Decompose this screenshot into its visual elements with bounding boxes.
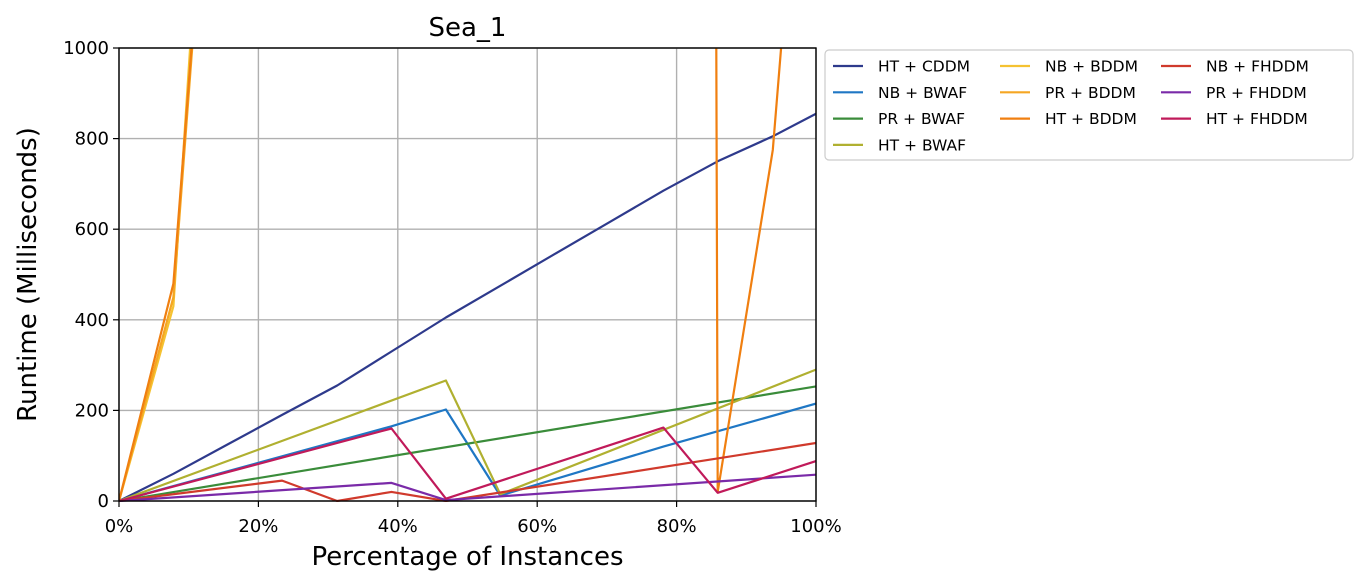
legend-label-pr-bwaf: PR + BWAF <box>878 110 965 128</box>
series-line-pr-bwaf <box>119 385 816 502</box>
series-line-nb-bwaf <box>119 402 816 502</box>
x-tick-label: 0% <box>105 516 134 537</box>
y-tick-label: 200 <box>75 400 109 421</box>
legend-label-ht-bwaf: HT + BWAF <box>878 136 966 154</box>
series-line-ht-cddm <box>119 112 816 502</box>
series-line-ht-bddm <box>119 47 783 502</box>
axis-ticks: 0% 20% 40% 60% 80% 100% 0 200 400 600 800 1000 <box>63 38 842 537</box>
y-tick-label: 600 <box>75 219 109 240</box>
y-tick-label: 800 <box>75 129 109 150</box>
series-line-nb-fhddm <box>119 441 816 502</box>
x-tick-label: 80% <box>657 516 697 537</box>
legend-label-ht-bddm: HT + BDDM <box>1045 110 1137 128</box>
plot-area <box>119 47 816 502</box>
series-line-pr-bddm <box>119 47 194 502</box>
series-line-pr-fhddm <box>119 473 816 502</box>
legend: HT + CDDM NB + BWAF PR + BWAF HT + BWAF NB +… <box>824 49 1354 161</box>
legend-label-pr-bddm: PR + BDDM <box>1045 84 1136 102</box>
legend-label-nb-bwaf: NB + BWAF <box>878 84 967 102</box>
y-tick-label: 400 <box>75 310 109 331</box>
axes-frame <box>118 47 817 502</box>
series-line-ht-fhddm <box>119 426 816 502</box>
x-tick-label: 20% <box>238 516 278 537</box>
series-line-ht-bwaf <box>119 368 816 502</box>
legend-label-nb-fhddm: NB + FHDDM <box>1206 58 1309 76</box>
x-tick-label: 40% <box>378 516 418 537</box>
legend-label-nb-bddm: NB + BDDM <box>1045 58 1138 76</box>
y-axis-title: Runtime (Milliseconds) <box>13 127 43 422</box>
legend-label-ht-fhddm: HT + FHDDM <box>1206 110 1308 128</box>
x-tick-label: 60% <box>517 516 557 537</box>
x-tick-label: 100% <box>790 516 841 537</box>
legend-label-pr-fhddm: PR + FHDDM <box>1206 84 1307 102</box>
y-tick-label: 1000 <box>63 38 109 59</box>
series-line-nb-bddm <box>119 47 192 502</box>
chart-title: Sea_1 <box>429 13 507 43</box>
y-tick-label: 0 <box>98 491 109 512</box>
legend-label-ht-cddm: HT + CDDM <box>878 58 970 76</box>
legend-frame <box>824 49 1354 161</box>
x-axis-title: Percentage of Instances <box>312 542 624 572</box>
